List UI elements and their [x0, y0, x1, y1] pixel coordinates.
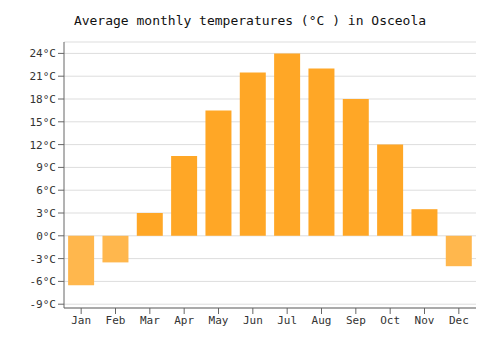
- svg-text:Nov: Nov: [415, 314, 435, 327]
- svg-text:Jun: Jun: [243, 314, 263, 327]
- svg-text:24°C: 24°C: [30, 47, 57, 60]
- svg-text:-9°C: -9°C: [30, 298, 57, 311]
- svg-text:Feb: Feb: [106, 314, 126, 327]
- svg-text:-3°C: -3°C: [30, 253, 57, 266]
- svg-text:Jan: Jan: [71, 314, 91, 327]
- svg-text:15°C: 15°C: [30, 116, 57, 129]
- svg-text:12°C: 12°C: [30, 139, 57, 152]
- svg-text:Apr: Apr: [174, 314, 194, 327]
- html-text:Average monthly temperatures (: Average monthly temperatures (°C ) in Os…: [73, 13, 427, 28]
- svg-text:-6°C: -6°C: [30, 275, 57, 288]
- svg-text:Jul: Jul: [277, 314, 297, 327]
- svg-text:Dec: Dec: [449, 314, 469, 327]
- svg-text:9°C: 9°C: [36, 161, 56, 174]
- svg-text:Aug: Aug: [312, 314, 332, 327]
- svg-text:3°C: 3°C: [36, 207, 56, 220]
- svg-text:Mar: Mar: [140, 314, 160, 327]
- svg-text:May: May: [209, 314, 229, 327]
- svg-text:Sep: Sep: [346, 314, 366, 327]
- svg-text:Oct: Oct: [380, 314, 400, 327]
- svg-text:0°C: 0°C: [36, 230, 56, 243]
- svg-text:6°C: 6°C: [36, 184, 56, 197]
- svg-text:18°C: 18°C: [30, 93, 57, 106]
- svg-text:21°C: 21°C: [30, 70, 57, 83]
